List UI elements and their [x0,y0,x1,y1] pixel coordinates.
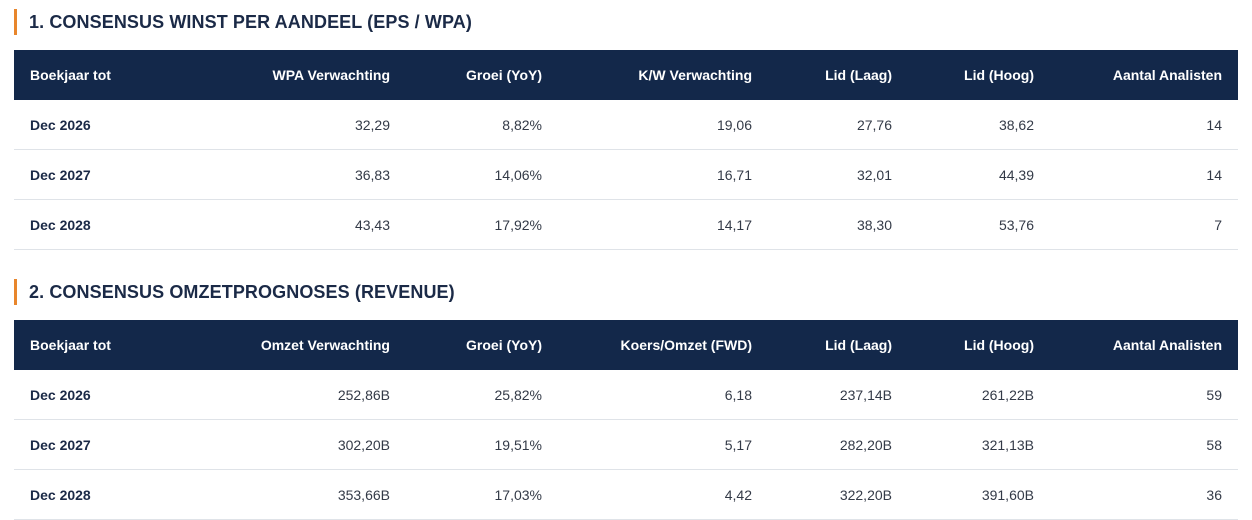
revenue-section-title: 2. CONSENSUS OMZETPROGNOSES (REVENUE) [14,279,455,305]
table-cell: 32,29 [174,100,406,150]
table-cell: 237,14B [768,370,908,420]
table-cell: 8,82% [406,100,558,150]
table-cell: 14,17 [558,199,768,250]
column-header: Aantal Analisten [1112,67,1222,83]
table-cell: 38,62 [908,100,1050,150]
table-cell: 36 [1050,469,1238,520]
table-row: Dec 2028 353,66B 17,03% 4,42 322,20B 391… [14,469,1238,520]
table-cell: 43,43 [174,199,406,250]
table-cell: Dec 2027 [14,149,174,200]
column-header: Lid (Laag) [825,67,892,83]
table-row: Dec 2026 32,29 8,82% 19,06 27,76 38,62 1… [14,100,1238,150]
table-row: Dec 2027 36,83 14,06% 16,71 32,01 44,39 … [14,149,1238,200]
table-cell: 302,20B [174,419,406,470]
table-cell: 16,71 [558,149,768,200]
table-cell: 25,82% [406,370,558,420]
column-header: Boekjaar tot [30,67,111,83]
table-row: Dec 2026 252,86B 25,82% 6,18 237,14B 261… [14,370,1238,420]
column-header: Aantal Analisten [1112,337,1222,353]
column-header: Lid (Laag) [825,337,892,353]
table-cell: Dec 2026 [14,370,174,420]
column-header: Omzet Verwachting [260,337,390,353]
table-cell: 322,20B [768,469,908,520]
eps-table: Boekjaar tot WPA Verwachting Groei (YoY)… [14,50,1238,250]
table-cell: Dec 2026 [14,100,174,150]
table-cell: 19,51% [406,419,558,470]
table-cell: 7 [1050,199,1238,250]
table-cell: 59 [1050,370,1238,420]
column-header: K/W Verwachting [638,67,752,83]
table-cell: 6,18 [558,370,768,420]
table-cell: 17,03% [406,469,558,520]
table-cell: 252,86B [174,370,406,420]
column-header: Koers/Omzet (FWD) [620,337,752,353]
table-cell: 38,30 [768,199,908,250]
column-header: Boekjaar tot [30,337,111,353]
table-cell: 4,42 [558,469,768,520]
table-cell: 32,01 [768,149,908,200]
revenue-table: Boekjaar tot Omzet Verwachting Groei (Yo… [14,320,1238,520]
table-header-row: Boekjaar tot WPA Verwachting Groei (YoY)… [14,50,1238,100]
eps-section-title: 1. CONSENSUS WINST PER AANDEEL (EPS / WP… [14,9,472,35]
table-cell: 58 [1050,419,1238,470]
table-cell: 391,60B [908,469,1050,520]
table-cell: 27,76 [768,100,908,150]
table-cell: 17,92% [406,199,558,250]
table-cell: 53,76 [908,199,1050,250]
table-cell: 282,20B [768,419,908,470]
table-cell: Dec 2028 [14,469,174,520]
table-cell: 353,66B [174,469,406,520]
table-row: Dec 2028 43,43 17,92% 14,17 38,30 53,76 … [14,199,1238,250]
table-header-row: Boekjaar tot Omzet Verwachting Groei (Yo… [14,320,1238,370]
column-header: Lid (Hoog) [964,337,1034,353]
table-cell: 14,06% [406,149,558,200]
table-cell: 19,06 [558,100,768,150]
table-cell: 14 [1050,149,1238,200]
table-cell: Dec 2027 [14,419,174,470]
column-header: Groei (YoY) [466,67,542,83]
column-header: WPA Verwachting [272,67,390,83]
table-cell: 5,17 [558,419,768,470]
table-cell: 14 [1050,100,1238,150]
column-header: Lid (Hoog) [964,67,1034,83]
table-cell: Dec 2028 [14,199,174,250]
table-row: Dec 2027 302,20B 19,51% 5,17 282,20B 321… [14,419,1238,470]
table-cell: 36,83 [174,149,406,200]
table-cell: 321,13B [908,419,1050,470]
column-header: Groei (YoY) [466,337,542,353]
table-cell: 261,22B [908,370,1050,420]
table-cell: 44,39 [908,149,1050,200]
